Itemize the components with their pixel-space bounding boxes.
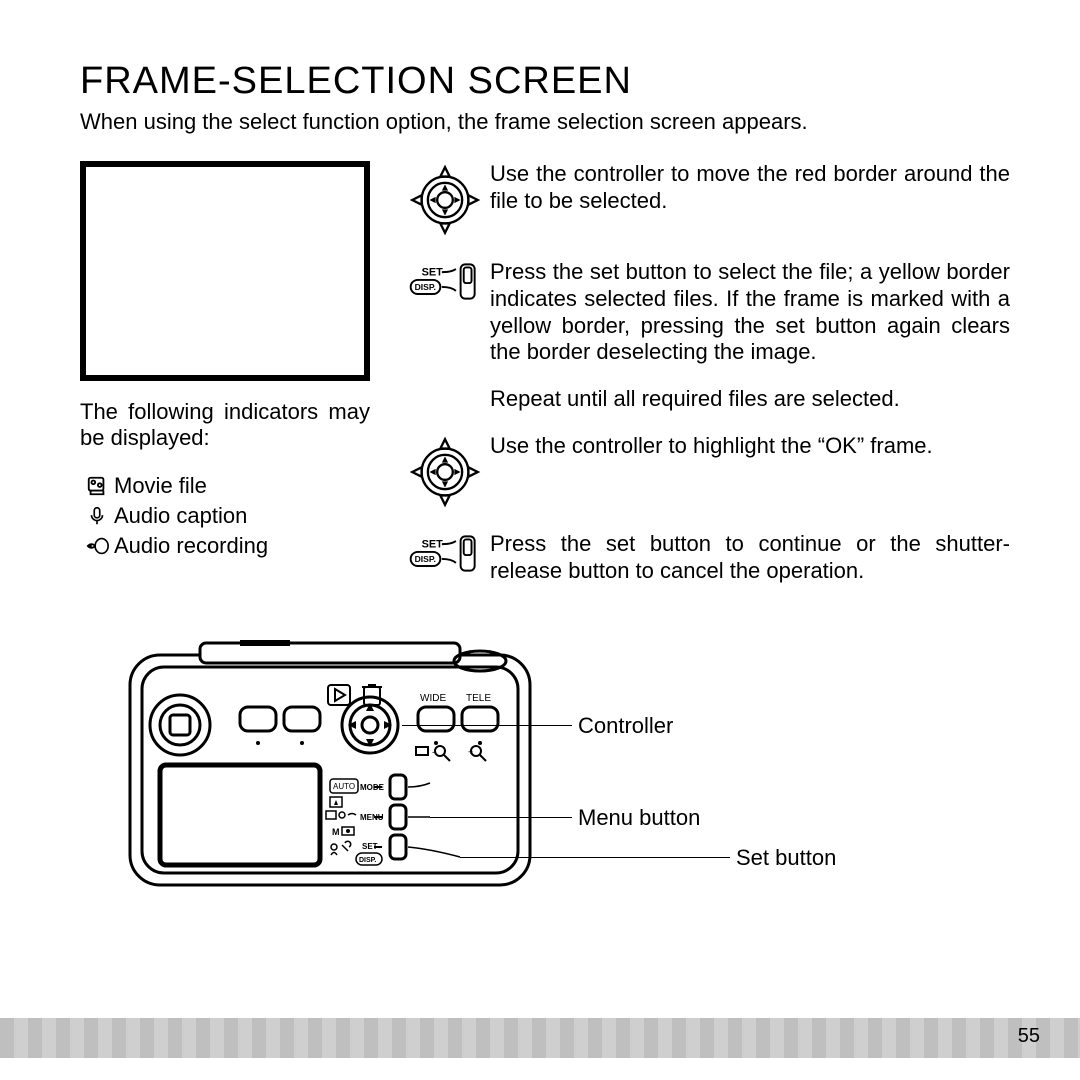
leader-set bbox=[460, 857, 730, 858]
svg-text:DISP.: DISP. bbox=[415, 282, 436, 292]
svg-text:SET: SET bbox=[422, 266, 444, 278]
leader-menu bbox=[430, 817, 572, 818]
svg-text:+: + bbox=[468, 747, 473, 757]
indicator-movie: Movie file bbox=[80, 473, 380, 499]
audio-caption-icon bbox=[80, 505, 114, 527]
camera-diagram: WIDE TELE - + AUTO MODE bbox=[120, 635, 540, 895]
movie-file-icon bbox=[80, 475, 114, 497]
step-3: Repeat until all required files are sele… bbox=[400, 386, 1010, 413]
svg-text:MODE: MODE bbox=[360, 783, 385, 792]
svg-text:WIDE: WIDE bbox=[420, 693, 446, 704]
svg-text:AUTO: AUTO bbox=[333, 782, 355, 791]
audio-recording-icon bbox=[80, 535, 114, 557]
indicator-movie-label: Movie file bbox=[114, 473, 207, 499]
indicators-intro: The following indicators may be displaye… bbox=[80, 399, 370, 451]
controller-icon bbox=[400, 161, 490, 239]
indicator-recording-label: Audio recording bbox=[114, 533, 268, 559]
step-2: SET DISP. Press the set button to select… bbox=[400, 259, 1010, 366]
step-1-text: Use the controller to move the red borde… bbox=[490, 161, 1010, 215]
page-title: FRAME-SELECTION SCREEN bbox=[80, 60, 1010, 103]
step-1: Use the controller to move the red borde… bbox=[400, 161, 1010, 239]
set-button-icon: SET DISP. bbox=[400, 531, 490, 576]
indicator-caption-label: Audio caption bbox=[114, 503, 247, 529]
svg-text:DISP.: DISP. bbox=[415, 554, 436, 564]
step-3-text: Repeat until all required files are sele… bbox=[490, 386, 1010, 413]
step-4-text: Use the controller to highlight the “OK”… bbox=[490, 433, 1010, 460]
label-controller: Controller bbox=[578, 713, 673, 739]
label-set-button: Set button bbox=[736, 845, 836, 871]
intro-text: When using the select function option, t… bbox=[80, 109, 1010, 135]
footer-bar bbox=[0, 1018, 1080, 1058]
svg-text:DISP.: DISP. bbox=[359, 857, 376, 864]
frame-selection-preview bbox=[80, 161, 370, 381]
svg-text:M: M bbox=[332, 827, 340, 837]
step-4: Use the controller to highlight the “OK”… bbox=[400, 433, 1010, 511]
svg-text:SET: SET bbox=[422, 538, 444, 550]
set-button-icon: SET DISP. bbox=[400, 259, 490, 304]
svg-text:TELE: TELE bbox=[466, 693, 491, 704]
label-menu-button: Menu button bbox=[578, 805, 700, 831]
indicator-caption: Audio caption bbox=[80, 503, 380, 529]
svg-text:SET: SET bbox=[362, 842, 378, 851]
page-number: 55 bbox=[1018, 1025, 1040, 1048]
indicator-recording: Audio recording bbox=[80, 533, 380, 559]
step-2-text: Press the set button to select the file;… bbox=[490, 259, 1010, 366]
step-5: SET DISP. Press the set button to contin… bbox=[400, 531, 1010, 585]
svg-text:-: - bbox=[432, 747, 435, 757]
step-5-text: Press the set button to continue or the … bbox=[490, 531, 1010, 585]
leader-controller bbox=[402, 725, 572, 726]
svg-text:MENU: MENU bbox=[360, 813, 384, 822]
controller-icon bbox=[400, 433, 490, 511]
